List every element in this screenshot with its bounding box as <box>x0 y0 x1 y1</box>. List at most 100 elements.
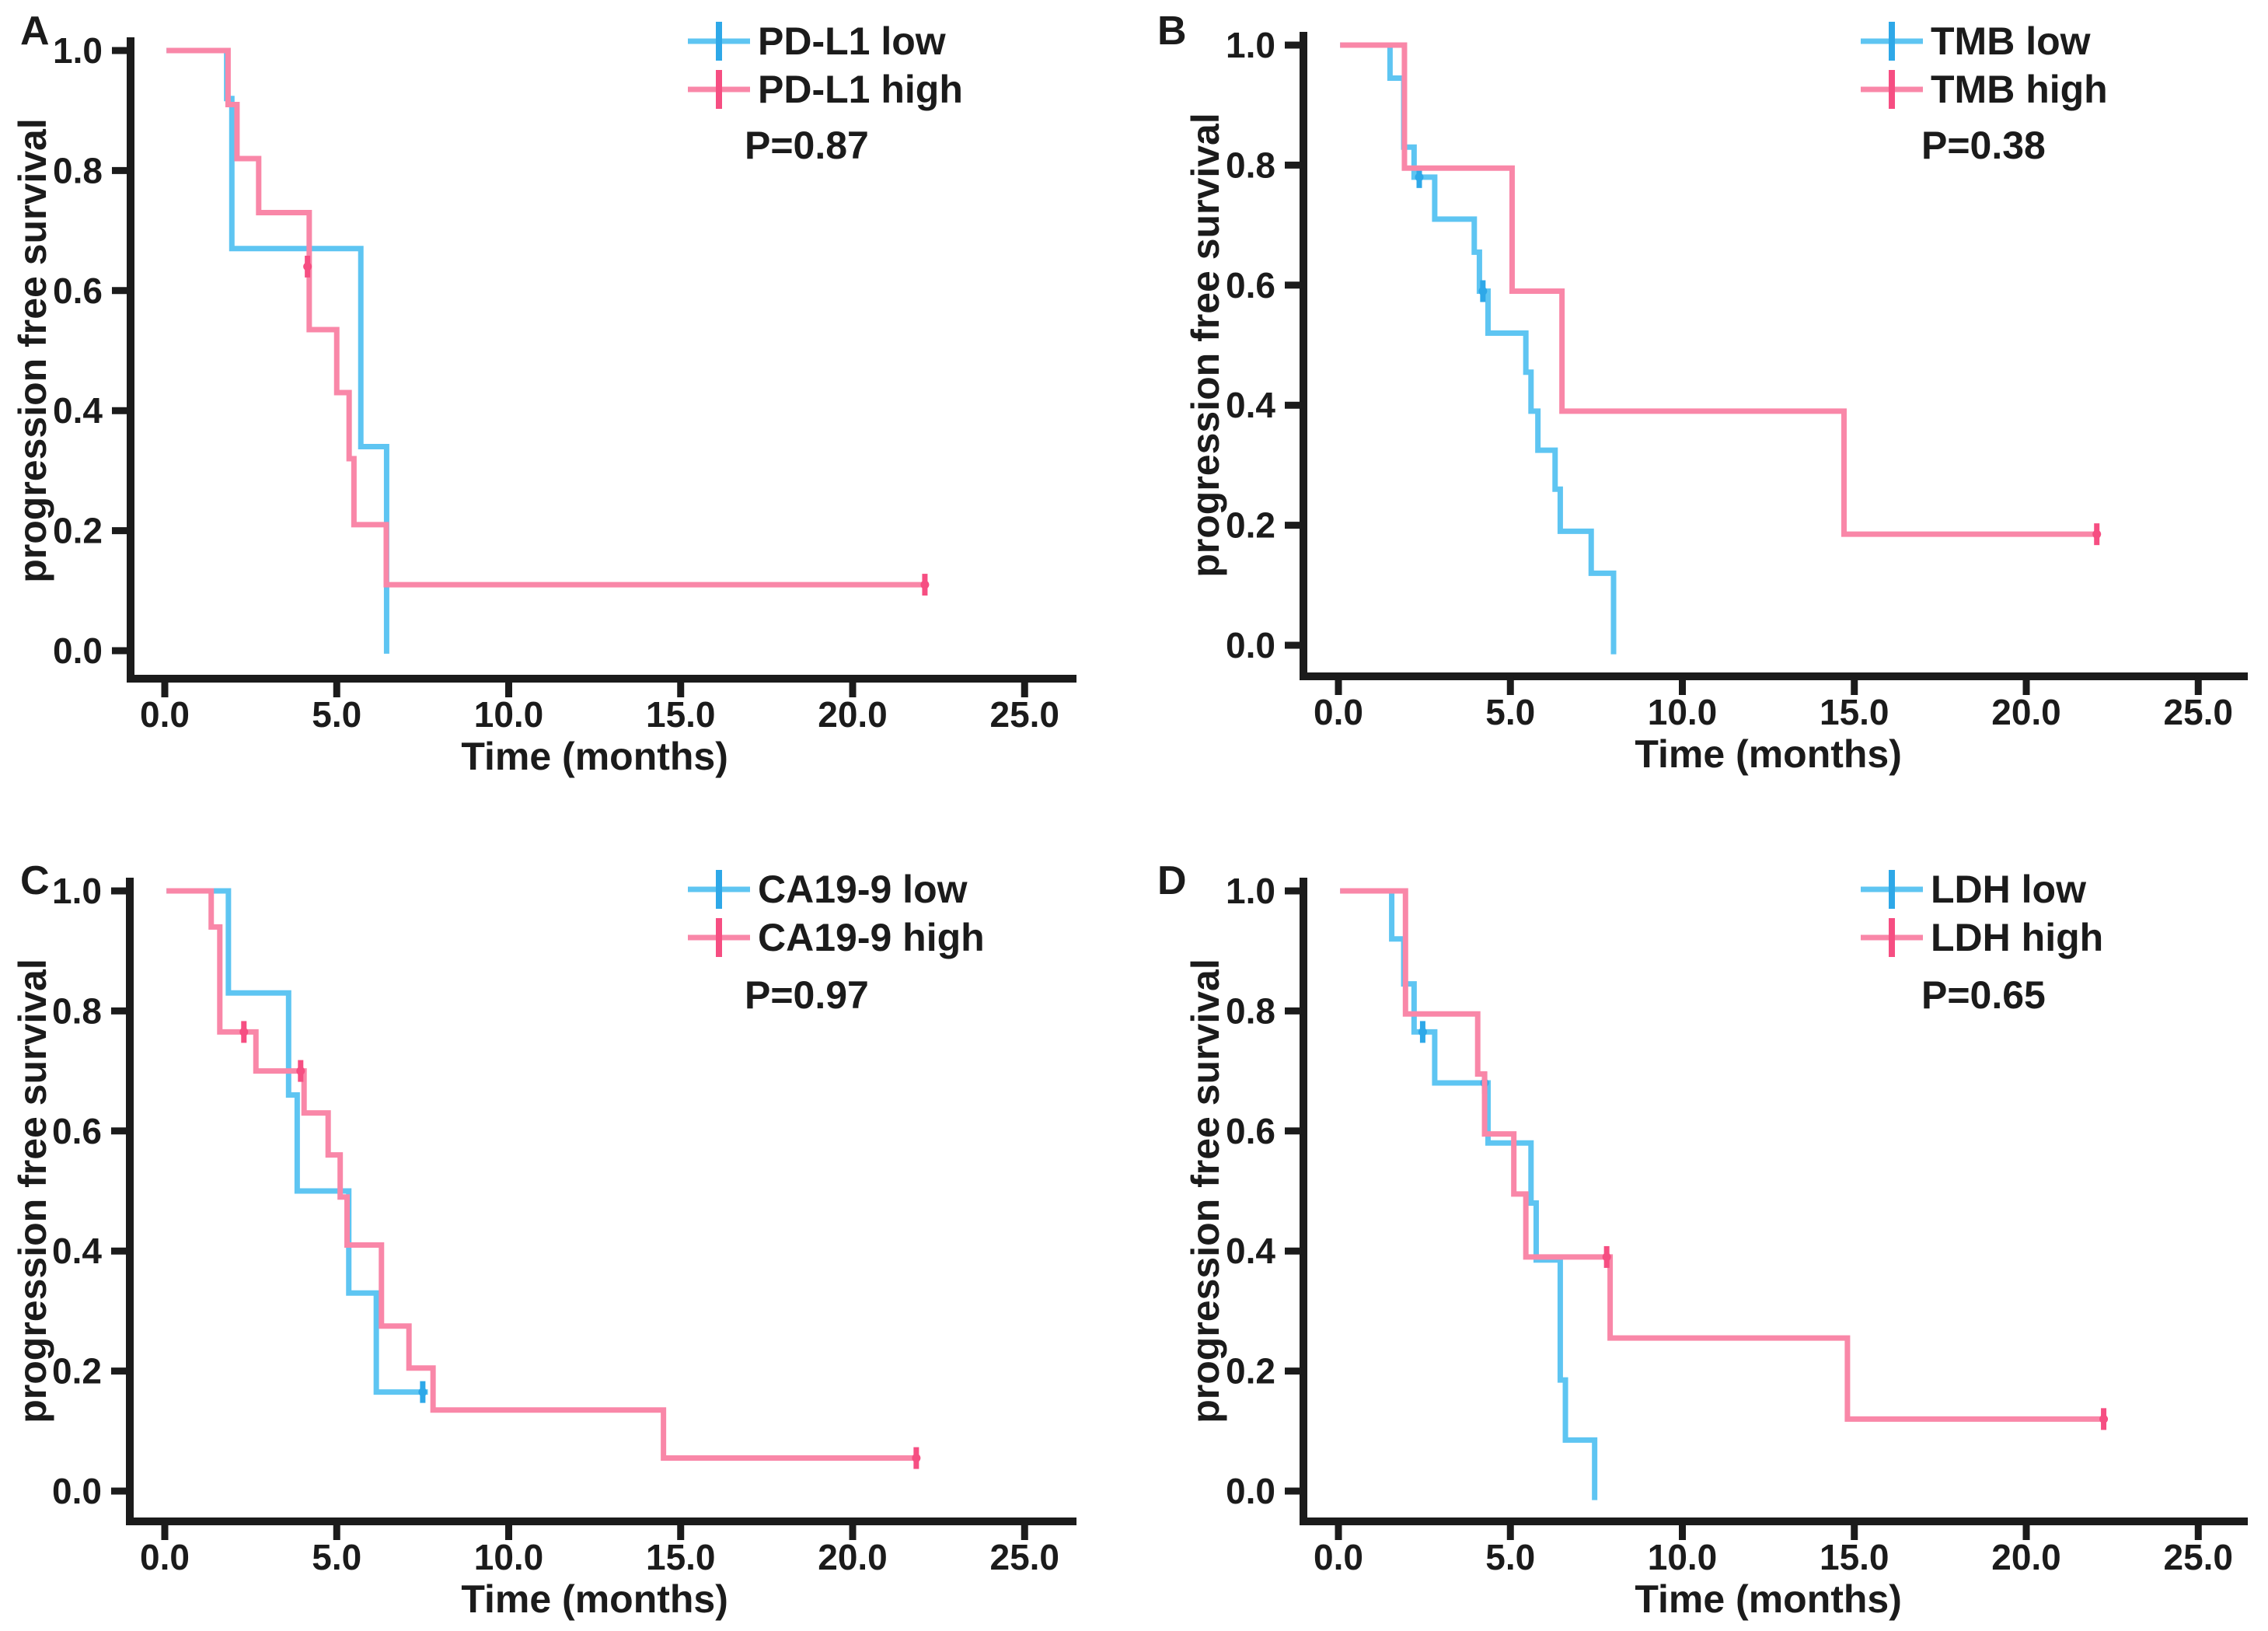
y-tick-label: 0.0 <box>52 1471 102 1511</box>
censor-dot-icon <box>1478 287 1488 296</box>
legend-marker-low <box>688 870 750 909</box>
legend-marker-high <box>688 918 750 957</box>
axis-lines <box>126 878 1076 1525</box>
y-tick-label: 0.6 <box>53 271 103 311</box>
y-tick-label: 0.0 <box>53 630 103 671</box>
legend-entry-high: LDH high <box>1859 916 2103 959</box>
axis-lines <box>1300 878 2248 1525</box>
panel-letter: D <box>1157 858 1187 903</box>
survival-curve-pd-l1-low <box>166 47 389 654</box>
legend-label-low: PD-L1 low <box>758 19 946 63</box>
censor-dot-icon <box>2099 1414 2109 1423</box>
y-tick-label: 1.0 <box>53 30 103 71</box>
legend-label-low: TMB low <box>1931 19 2091 63</box>
y-tick-label: 0.2 <box>52 1351 102 1392</box>
survival-curve-ldh-high <box>1340 888 2107 1422</box>
y-tick-label: 0.2 <box>1226 1351 1275 1392</box>
legend-label-low: LDH low <box>1931 868 2086 911</box>
axis-lines <box>1300 32 2248 680</box>
p-value: P=0.65 <box>1921 973 2046 1017</box>
x-axis-title: Time (months) <box>1635 1577 1902 1621</box>
legend-marker-high <box>688 70 750 109</box>
survival-curve-tmb-high <box>1340 42 2101 537</box>
y-axis-title: progression free survival <box>1184 959 1227 1423</box>
legend-entry-low: CA19-9 low <box>686 868 968 911</box>
km-plot-b: 0.0 5.0 10.0 15.0 20.0 25.0 1.0 0.8 0.6 0.4 0.2 0.0 <box>1226 25 2248 732</box>
x-tick-label: 10.0 <box>474 1537 544 1577</box>
y-tick-label: 1.0 <box>1226 25 1275 65</box>
x-tick-label: 20.0 <box>818 1537 888 1577</box>
x-tick-label: 0.0 <box>140 694 190 735</box>
legend-label-high: TMB high <box>1931 68 2108 111</box>
legend-marker-high <box>1861 918 1923 957</box>
y-tick-label: 0.0 <box>1226 625 1275 665</box>
legend-label-high: LDH high <box>1931 916 2104 959</box>
x-tick-label: 15.0 <box>646 1537 716 1577</box>
censor-dot-icon <box>2092 529 2102 539</box>
censor-dot-icon <box>296 1067 305 1076</box>
y-tick-label: 0.8 <box>1226 145 1275 185</box>
x-tick-label: 15.0 <box>1820 692 1889 732</box>
p-value: P=0.97 <box>745 973 869 1017</box>
y-axis-title: progression free survival <box>11 118 54 583</box>
y-tick-label: 0.6 <box>52 1111 102 1151</box>
x-tick-label: 15.0 <box>1820 1537 1889 1577</box>
legend-marker-low <box>1861 22 1923 61</box>
x-tick-label: 0.0 <box>1314 1537 1363 1577</box>
censor-dot-icon <box>239 1027 249 1036</box>
y-tick-label: 0.2 <box>53 511 103 551</box>
censor-dot-icon <box>418 1388 427 1397</box>
legend-entry-high: CA19-9 high <box>686 916 985 959</box>
legend-marker-low <box>1861 870 1923 909</box>
y-tick-label: 1.0 <box>1226 871 1275 911</box>
y-axis-title: progression free survival <box>11 959 54 1423</box>
censor-dot-icon <box>1415 173 1424 182</box>
censor-dot-icon <box>1602 1252 1611 1262</box>
legend-entry-low: PD-L1 low <box>686 19 946 63</box>
x-tick-label: 0.0 <box>140 1537 190 1577</box>
y-tick-label: 0.4 <box>1226 385 1275 425</box>
x-tick-label: 5.0 <box>312 1537 361 1577</box>
censor-dot-icon <box>912 1454 921 1463</box>
y-tick-label: 0.0 <box>1226 1471 1275 1511</box>
x-tick-label: 20.0 <box>1991 692 2061 732</box>
x-tick-label: 5.0 <box>312 694 361 735</box>
x-tick-label: 0.0 <box>1314 692 1363 732</box>
x-tick-label: 25.0 <box>989 1537 1059 1577</box>
km-plot-d: 0.0 5.0 10.0 15.0 20.0 25.0 1.0 0.8 0.6 0.4 0.2 0.0 <box>1226 871 2248 1577</box>
x-tick-label: 20.0 <box>1991 1537 2061 1577</box>
survival-curve-ldh-low <box>1340 888 1598 1500</box>
y-tick-label: 0.2 <box>1226 505 1275 546</box>
km-plot-c: 0.0 5.0 10.0 15.0 20.0 25.0 1.0 0.8 0.6 0.4 0.2 0.0 <box>52 871 1076 1577</box>
censor-dot-icon <box>1418 1027 1427 1036</box>
legend-label-low: CA19-9 low <box>758 868 968 911</box>
y-tick-label: 0.4 <box>53 390 103 431</box>
survival-curve-ca19-9-high <box>166 888 920 1462</box>
legend-entry-high: PD-L1 high <box>686 68 963 111</box>
x-tick-label: 10.0 <box>1648 1537 1718 1577</box>
x-axis-title: Time (months) <box>461 735 728 778</box>
x-tick-label: 5.0 <box>1485 1537 1535 1577</box>
x-tick-label: 25.0 <box>2163 1537 2233 1577</box>
censor-dot-icon <box>920 580 930 589</box>
y-tick-label: 0.4 <box>52 1231 102 1271</box>
panel-letter: A <box>20 9 50 54</box>
y-tick-label: 0.8 <box>1226 990 1275 1031</box>
y-tick-label: 0.4 <box>1226 1231 1275 1271</box>
legend-entry-low: LDH low <box>1859 868 2086 911</box>
x-tick-label: 10.0 <box>474 694 544 735</box>
y-tick-label: 1.0 <box>52 871 102 911</box>
legend-label-high: PD-L1 high <box>758 68 963 111</box>
x-tick-label: 15.0 <box>646 694 716 735</box>
p-value: P=0.38 <box>1921 124 2046 167</box>
x-tick-label: 25.0 <box>2163 692 2233 732</box>
y-tick-label: 0.8 <box>52 990 102 1031</box>
y-tick-label: 0.6 <box>1226 1111 1275 1151</box>
p-value: P=0.87 <box>745 124 869 167</box>
survival-curve-tmb-low <box>1340 42 1617 655</box>
censor-dot-icon <box>303 262 312 271</box>
y-tick-label: 0.8 <box>53 150 103 190</box>
axis-lines <box>127 37 1076 683</box>
x-tick-label: 5.0 <box>1485 692 1535 732</box>
x-axis-title: Time (months) <box>1635 732 1902 776</box>
